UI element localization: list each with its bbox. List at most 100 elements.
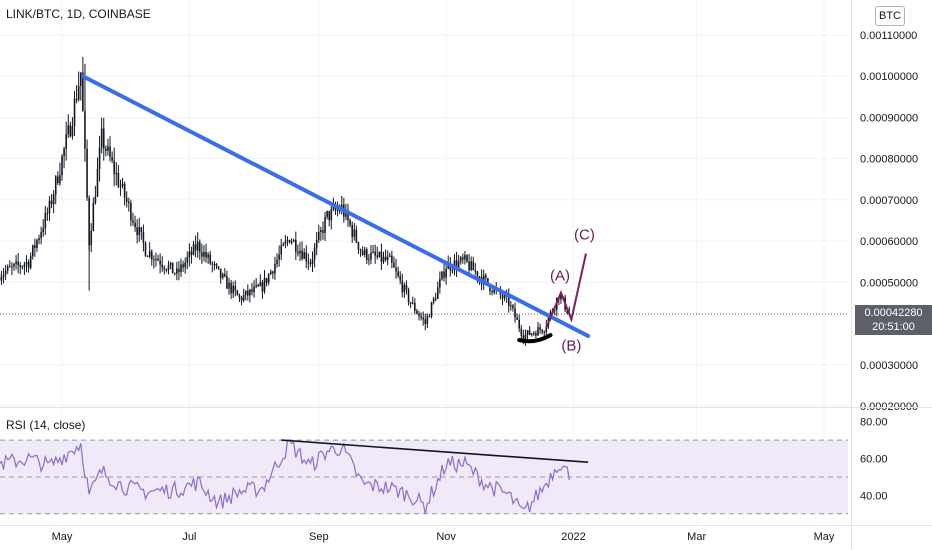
candle xyxy=(105,145,107,157)
candle xyxy=(382,251,385,264)
candle-body xyxy=(79,72,82,86)
candle-body xyxy=(470,261,472,271)
candle xyxy=(186,251,189,270)
candle-body xyxy=(418,313,420,317)
candle xyxy=(165,268,168,273)
candle xyxy=(257,283,260,288)
candle-body xyxy=(361,250,364,255)
candle xyxy=(52,190,55,214)
candle-body xyxy=(363,249,366,255)
candle xyxy=(403,282,406,299)
candle-body xyxy=(520,328,523,336)
candle-body xyxy=(351,225,353,237)
candle-body xyxy=(303,252,305,259)
candle-body xyxy=(77,85,80,100)
candle-body xyxy=(4,270,7,275)
candle-body xyxy=(23,264,26,267)
candle xyxy=(388,252,391,258)
candle-body xyxy=(105,148,107,151)
candle xyxy=(303,248,305,260)
candle-body xyxy=(236,290,239,296)
candle xyxy=(416,308,418,315)
candle xyxy=(46,207,49,221)
candle xyxy=(182,260,184,272)
candle xyxy=(468,254,470,273)
candle-body xyxy=(397,271,399,276)
candle xyxy=(434,292,437,302)
candle-body xyxy=(119,186,122,188)
candle-body xyxy=(539,327,541,330)
candle-body xyxy=(443,271,445,278)
candle xyxy=(418,310,420,321)
candle xyxy=(411,296,414,305)
candle-body xyxy=(21,266,24,268)
candle-body xyxy=(171,262,174,274)
candle-body xyxy=(355,229,358,243)
candle-body xyxy=(484,275,487,279)
time-tick-label: Mar xyxy=(687,531,706,543)
candle xyxy=(226,270,228,289)
candle-body xyxy=(63,148,65,157)
candle xyxy=(98,135,101,182)
candle-body xyxy=(324,216,326,233)
candle-body xyxy=(399,275,402,281)
wave-label-a: (A) xyxy=(550,268,570,285)
price-trendline[interactable] xyxy=(80,74,591,338)
candle-body xyxy=(128,201,130,204)
candle xyxy=(428,314,431,318)
candle xyxy=(401,273,404,298)
candle-body xyxy=(157,258,159,261)
candle-body xyxy=(86,148,88,198)
candle xyxy=(422,311,424,326)
candle-body xyxy=(372,251,374,253)
candle-body xyxy=(111,157,113,161)
candle xyxy=(61,154,63,181)
rsi-trendline[interactable] xyxy=(281,439,589,464)
candle-body xyxy=(153,259,155,261)
rsi-title[interactable]: RSI (14, close) xyxy=(6,418,86,432)
candle xyxy=(384,249,387,262)
candle xyxy=(176,261,178,281)
candle xyxy=(280,238,283,261)
rsi-tick-label: 40.00 xyxy=(860,490,888,502)
candle xyxy=(142,224,145,252)
candle-body xyxy=(537,327,539,336)
candle-body xyxy=(140,227,143,232)
candle xyxy=(113,147,115,187)
candle-body xyxy=(148,251,151,257)
wave-path[interactable] xyxy=(545,253,587,329)
candle-body xyxy=(282,244,285,246)
candle xyxy=(292,238,295,243)
candle-body xyxy=(301,250,303,259)
candle xyxy=(269,269,272,275)
candle xyxy=(146,255,149,257)
currency-badge[interactable]: BTC xyxy=(875,6,905,26)
candle-body xyxy=(107,146,109,151)
candle-body xyxy=(173,273,176,275)
candle-body xyxy=(336,209,339,211)
candle xyxy=(322,221,324,240)
candle xyxy=(386,250,389,266)
candle xyxy=(111,151,113,164)
candle-body xyxy=(238,295,241,298)
candle-body xyxy=(466,255,468,262)
candle-body xyxy=(510,305,512,307)
candle-body xyxy=(67,125,70,135)
candle-body xyxy=(411,302,414,304)
candle xyxy=(155,252,157,267)
candle xyxy=(272,270,274,279)
candle-body xyxy=(560,296,562,300)
candle-body xyxy=(320,230,322,233)
price-tick-label: 0.00100000 xyxy=(860,71,918,83)
candle-body xyxy=(136,227,138,235)
candle-body xyxy=(13,263,15,267)
candle xyxy=(249,288,251,303)
candle-body xyxy=(205,251,207,258)
candle-body xyxy=(514,308,516,318)
base-marker[interactable] xyxy=(517,333,553,344)
candle xyxy=(307,253,310,271)
symbol-title[interactable]: LINK/BTC, 1D, COINBASE xyxy=(6,7,151,21)
candle xyxy=(405,280,408,295)
candle-body xyxy=(359,249,362,251)
